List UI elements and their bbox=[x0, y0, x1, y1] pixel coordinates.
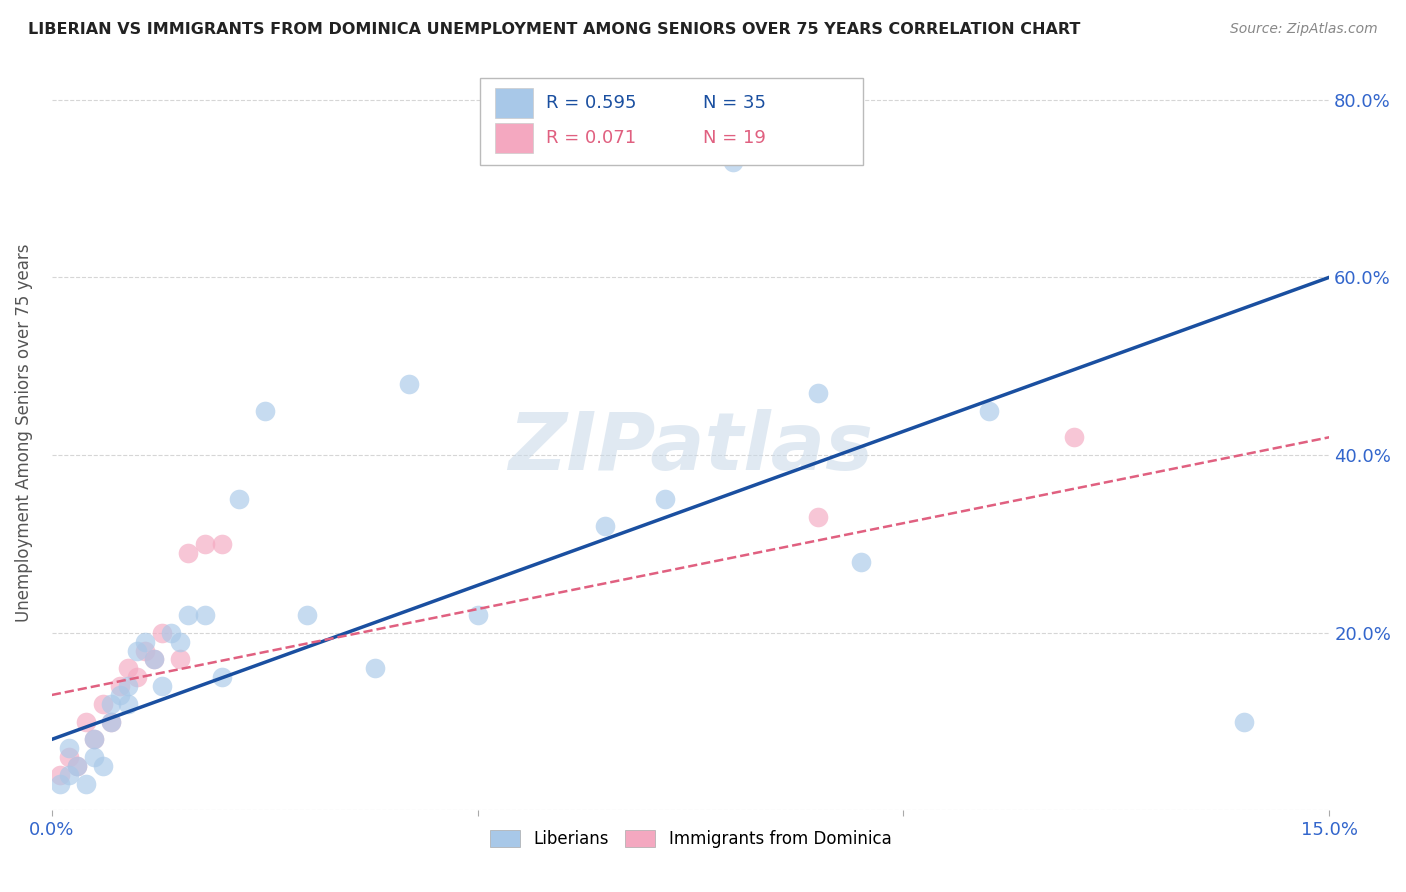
Point bbox=[100, 697, 122, 711]
Point bbox=[142, 652, 165, 666]
Point bbox=[160, 625, 183, 640]
Point bbox=[66, 759, 89, 773]
Point bbox=[134, 643, 156, 657]
Point bbox=[177, 607, 200, 622]
Point bbox=[58, 768, 80, 782]
Point bbox=[152, 625, 174, 640]
Point bbox=[91, 697, 114, 711]
Point bbox=[66, 759, 89, 773]
Point bbox=[83, 732, 105, 747]
Point bbox=[297, 607, 319, 622]
Point bbox=[211, 537, 233, 551]
Point bbox=[83, 750, 105, 764]
Point bbox=[134, 634, 156, 648]
FancyBboxPatch shape bbox=[495, 123, 533, 153]
Point bbox=[152, 679, 174, 693]
Point bbox=[467, 607, 489, 622]
Point bbox=[49, 777, 72, 791]
Point bbox=[849, 555, 872, 569]
Text: N = 35: N = 35 bbox=[703, 94, 766, 112]
FancyBboxPatch shape bbox=[479, 78, 863, 165]
Point bbox=[83, 732, 105, 747]
Point bbox=[654, 492, 676, 507]
Text: R = 0.071: R = 0.071 bbox=[546, 129, 637, 147]
Point bbox=[228, 492, 250, 507]
Point bbox=[169, 634, 191, 648]
Point bbox=[142, 652, 165, 666]
Y-axis label: Unemployment Among Seniors over 75 years: Unemployment Among Seniors over 75 years bbox=[15, 244, 32, 622]
Point bbox=[595, 519, 617, 533]
Text: LIBERIAN VS IMMIGRANTS FROM DOMINICA UNEMPLOYMENT AMONG SENIORS OVER 75 YEARS CO: LIBERIAN VS IMMIGRANTS FROM DOMINICA UNE… bbox=[28, 22, 1080, 37]
Point bbox=[1233, 714, 1256, 729]
Point bbox=[807, 510, 830, 524]
Point bbox=[117, 697, 139, 711]
Point bbox=[807, 385, 830, 400]
Point bbox=[977, 403, 1000, 417]
Point bbox=[364, 661, 387, 675]
Point bbox=[1063, 430, 1085, 444]
Point bbox=[721, 154, 744, 169]
Point bbox=[100, 714, 122, 729]
Point bbox=[194, 537, 217, 551]
Point bbox=[211, 670, 233, 684]
Point bbox=[75, 714, 97, 729]
Point bbox=[108, 688, 131, 702]
Point bbox=[91, 759, 114, 773]
Point bbox=[58, 750, 80, 764]
FancyBboxPatch shape bbox=[495, 87, 533, 118]
Point bbox=[117, 661, 139, 675]
Text: R = 0.595: R = 0.595 bbox=[546, 94, 637, 112]
Point bbox=[49, 768, 72, 782]
Point bbox=[58, 741, 80, 756]
Point bbox=[75, 777, 97, 791]
Point bbox=[125, 670, 148, 684]
Point bbox=[100, 714, 122, 729]
Text: Source: ZipAtlas.com: Source: ZipAtlas.com bbox=[1230, 22, 1378, 37]
Point bbox=[398, 376, 420, 391]
Point bbox=[117, 679, 139, 693]
Point bbox=[177, 546, 200, 560]
Point bbox=[169, 652, 191, 666]
Legend: Liberians, Immigrants from Dominica: Liberians, Immigrants from Dominica bbox=[484, 823, 898, 855]
Point bbox=[194, 607, 217, 622]
Text: N = 19: N = 19 bbox=[703, 129, 766, 147]
Text: ZIPatlas: ZIPatlas bbox=[508, 409, 873, 487]
Point bbox=[125, 643, 148, 657]
Point bbox=[108, 679, 131, 693]
Point bbox=[253, 403, 276, 417]
